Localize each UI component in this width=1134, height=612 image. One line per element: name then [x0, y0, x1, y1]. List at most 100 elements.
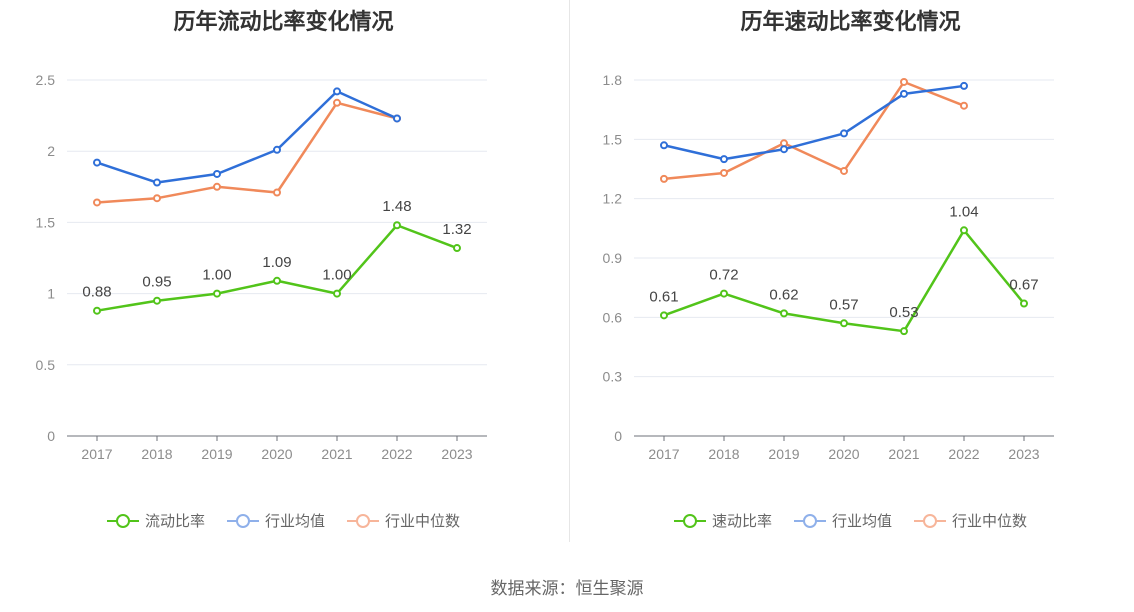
data-point[interactable]	[660, 311, 668, 320]
series-line	[663, 80, 965, 181]
x-tick-label: 2020	[828, 446, 859, 462]
x-tick-label: 2022	[948, 446, 979, 462]
data-point[interactable]	[93, 306, 101, 315]
series-line	[96, 90, 398, 184]
data-point[interactable]	[273, 145, 281, 154]
legend-item-industry-mean[interactable]: 行业均值	[226, 510, 325, 531]
legend-item-industry-mean[interactable]: 行业均值	[793, 510, 892, 531]
y-tick-label: 0.3	[603, 369, 623, 385]
legend-label: 流动比率	[144, 513, 205, 530]
data-point[interactable]	[900, 77, 908, 86]
data-point[interactable]	[333, 87, 341, 96]
data-point[interactable]	[960, 101, 968, 110]
quick-ratio-chart-title: 历年速动比率变化情况	[740, 9, 961, 34]
x-tick-label: 2019	[201, 446, 232, 462]
y-tick-label: 0	[614, 428, 622, 444]
data-point[interactable]	[153, 296, 161, 305]
data-point[interactable]	[213, 182, 221, 191]
quick-ratio-chart-plot: 0 0.3 0.6 0.9 1.2 1.5 1.8 2017 2018 2019 2020 2021 2…	[603, 72, 1054, 462]
data-label: 1.48	[382, 198, 411, 215]
x-tick-label: 2021	[888, 446, 919, 462]
data-point[interactable]	[453, 244, 461, 253]
legend-item-industry-median[interactable]: 行业中位数	[914, 510, 1027, 531]
data-point[interactable]	[273, 276, 281, 285]
y-tick-label: 1.2	[603, 191, 623, 207]
panel-divider	[569, 0, 570, 542]
x-tick-label: 2023	[1008, 446, 1039, 462]
legend-item-quick-ratio[interactable]: 速动比率	[673, 510, 772, 531]
legend-label: 行业均值	[264, 513, 325, 530]
data-point[interactable]	[840, 129, 848, 138]
legend-marker-icon	[914, 513, 946, 528]
series-line	[663, 84, 965, 161]
x-tick-label: 2022	[381, 446, 412, 462]
data-label: 1.00	[322, 267, 351, 284]
x-tick-label: 2018	[141, 446, 172, 462]
data-label: 1.09	[262, 254, 291, 271]
current-ratio-chart-plot: 0 0.5 1 1.5 2 2.5 2017 2018 2019 2020 2021 2022 2023…	[36, 72, 487, 462]
data-label: 0.62	[769, 286, 798, 303]
x-tick-label: 2023	[441, 446, 472, 462]
data-label: 0.88	[82, 284, 111, 301]
legend-label: 行业中位数	[385, 513, 461, 530]
data-point[interactable]	[660, 174, 668, 183]
legend-marker-icon	[106, 513, 139, 528]
data-point[interactable]	[720, 168, 728, 177]
data-point[interactable]	[660, 141, 668, 150]
y-tick-label: 0.6	[603, 309, 623, 325]
data-point[interactable]	[93, 158, 101, 167]
y-tick-label: 0.5	[36, 357, 56, 373]
legend-label: 行业中位数	[952, 513, 1028, 530]
y-tick-label: 2.5	[36, 72, 56, 88]
y-tick-label: 2	[47, 143, 55, 159]
data-label: 0.53	[889, 304, 918, 321]
y-tick-label: 0	[47, 428, 55, 444]
data-label: 0.61	[649, 288, 678, 305]
data-label: 0.57	[829, 296, 858, 313]
data-label: 1.00	[202, 267, 231, 284]
data-point[interactable]	[720, 289, 728, 298]
y-tick-label: 1.5	[36, 214, 56, 230]
data-point[interactable]	[780, 145, 788, 154]
legend-marker-icon	[673, 513, 706, 528]
data-point[interactable]	[900, 89, 908, 98]
data-point[interactable]	[333, 98, 341, 107]
data-point[interactable]	[393, 114, 401, 123]
data-label: 0.67	[1009, 276, 1038, 293]
data-point[interactable]	[840, 166, 848, 175]
legend-label: 速动比率	[711, 513, 772, 530]
data-label: 0.95	[142, 274, 171, 291]
data-point[interactable]	[960, 81, 968, 90]
data-point[interactable]	[840, 319, 848, 328]
quick-ratio-legend: 速动比率 行业均值 行业中位数	[567, 510, 1134, 531]
current-ratio-chart-panel: 历年流动比率变化情况 0 0.5 1 1.5 2 2.5 2017 2018 2019 2020 2…	[0, 0, 567, 560]
series-line	[96, 101, 398, 204]
x-tick-label: 2020	[261, 446, 292, 462]
data-point[interactable]	[213, 169, 221, 178]
current-ratio-chart-title: 历年流动比率变化情况	[173, 9, 394, 34]
legend-marker-icon	[793, 513, 826, 528]
legend-item-current-ratio[interactable]: 流动比率	[106, 510, 205, 531]
y-tick-label: 0.9	[603, 250, 623, 266]
data-point[interactable]	[393, 221, 401, 230]
data-point[interactable]	[1020, 299, 1028, 308]
data-point[interactable]	[213, 289, 221, 298]
x-tick-label: 2019	[768, 446, 799, 462]
data-point[interactable]	[153, 178, 161, 187]
data-label: 0.72	[709, 267, 738, 284]
quick-ratio-chart-panel: 历年速动比率变化情况 0 0.3 0.6 0.9 1.2 1.5 1.8 2017 2018 20…	[567, 0, 1134, 560]
data-point[interactable]	[960, 226, 968, 235]
data-point[interactable]	[273, 188, 281, 197]
legend-item-industry-median[interactable]: 行业中位数	[347, 510, 460, 531]
data-point[interactable]	[93, 198, 101, 207]
y-tick-label: 1	[47, 286, 55, 302]
x-tick-label: 2017	[81, 446, 112, 462]
data-point[interactable]	[153, 194, 161, 203]
data-label: 1.32	[442, 221, 471, 238]
y-tick-label: 1.8	[603, 72, 623, 88]
data-point[interactable]	[333, 289, 341, 298]
data-point[interactable]	[780, 309, 788, 318]
data-point[interactable]	[720, 155, 728, 164]
legend-label: 行业均值	[831, 513, 892, 530]
data-point[interactable]	[900, 327, 908, 336]
